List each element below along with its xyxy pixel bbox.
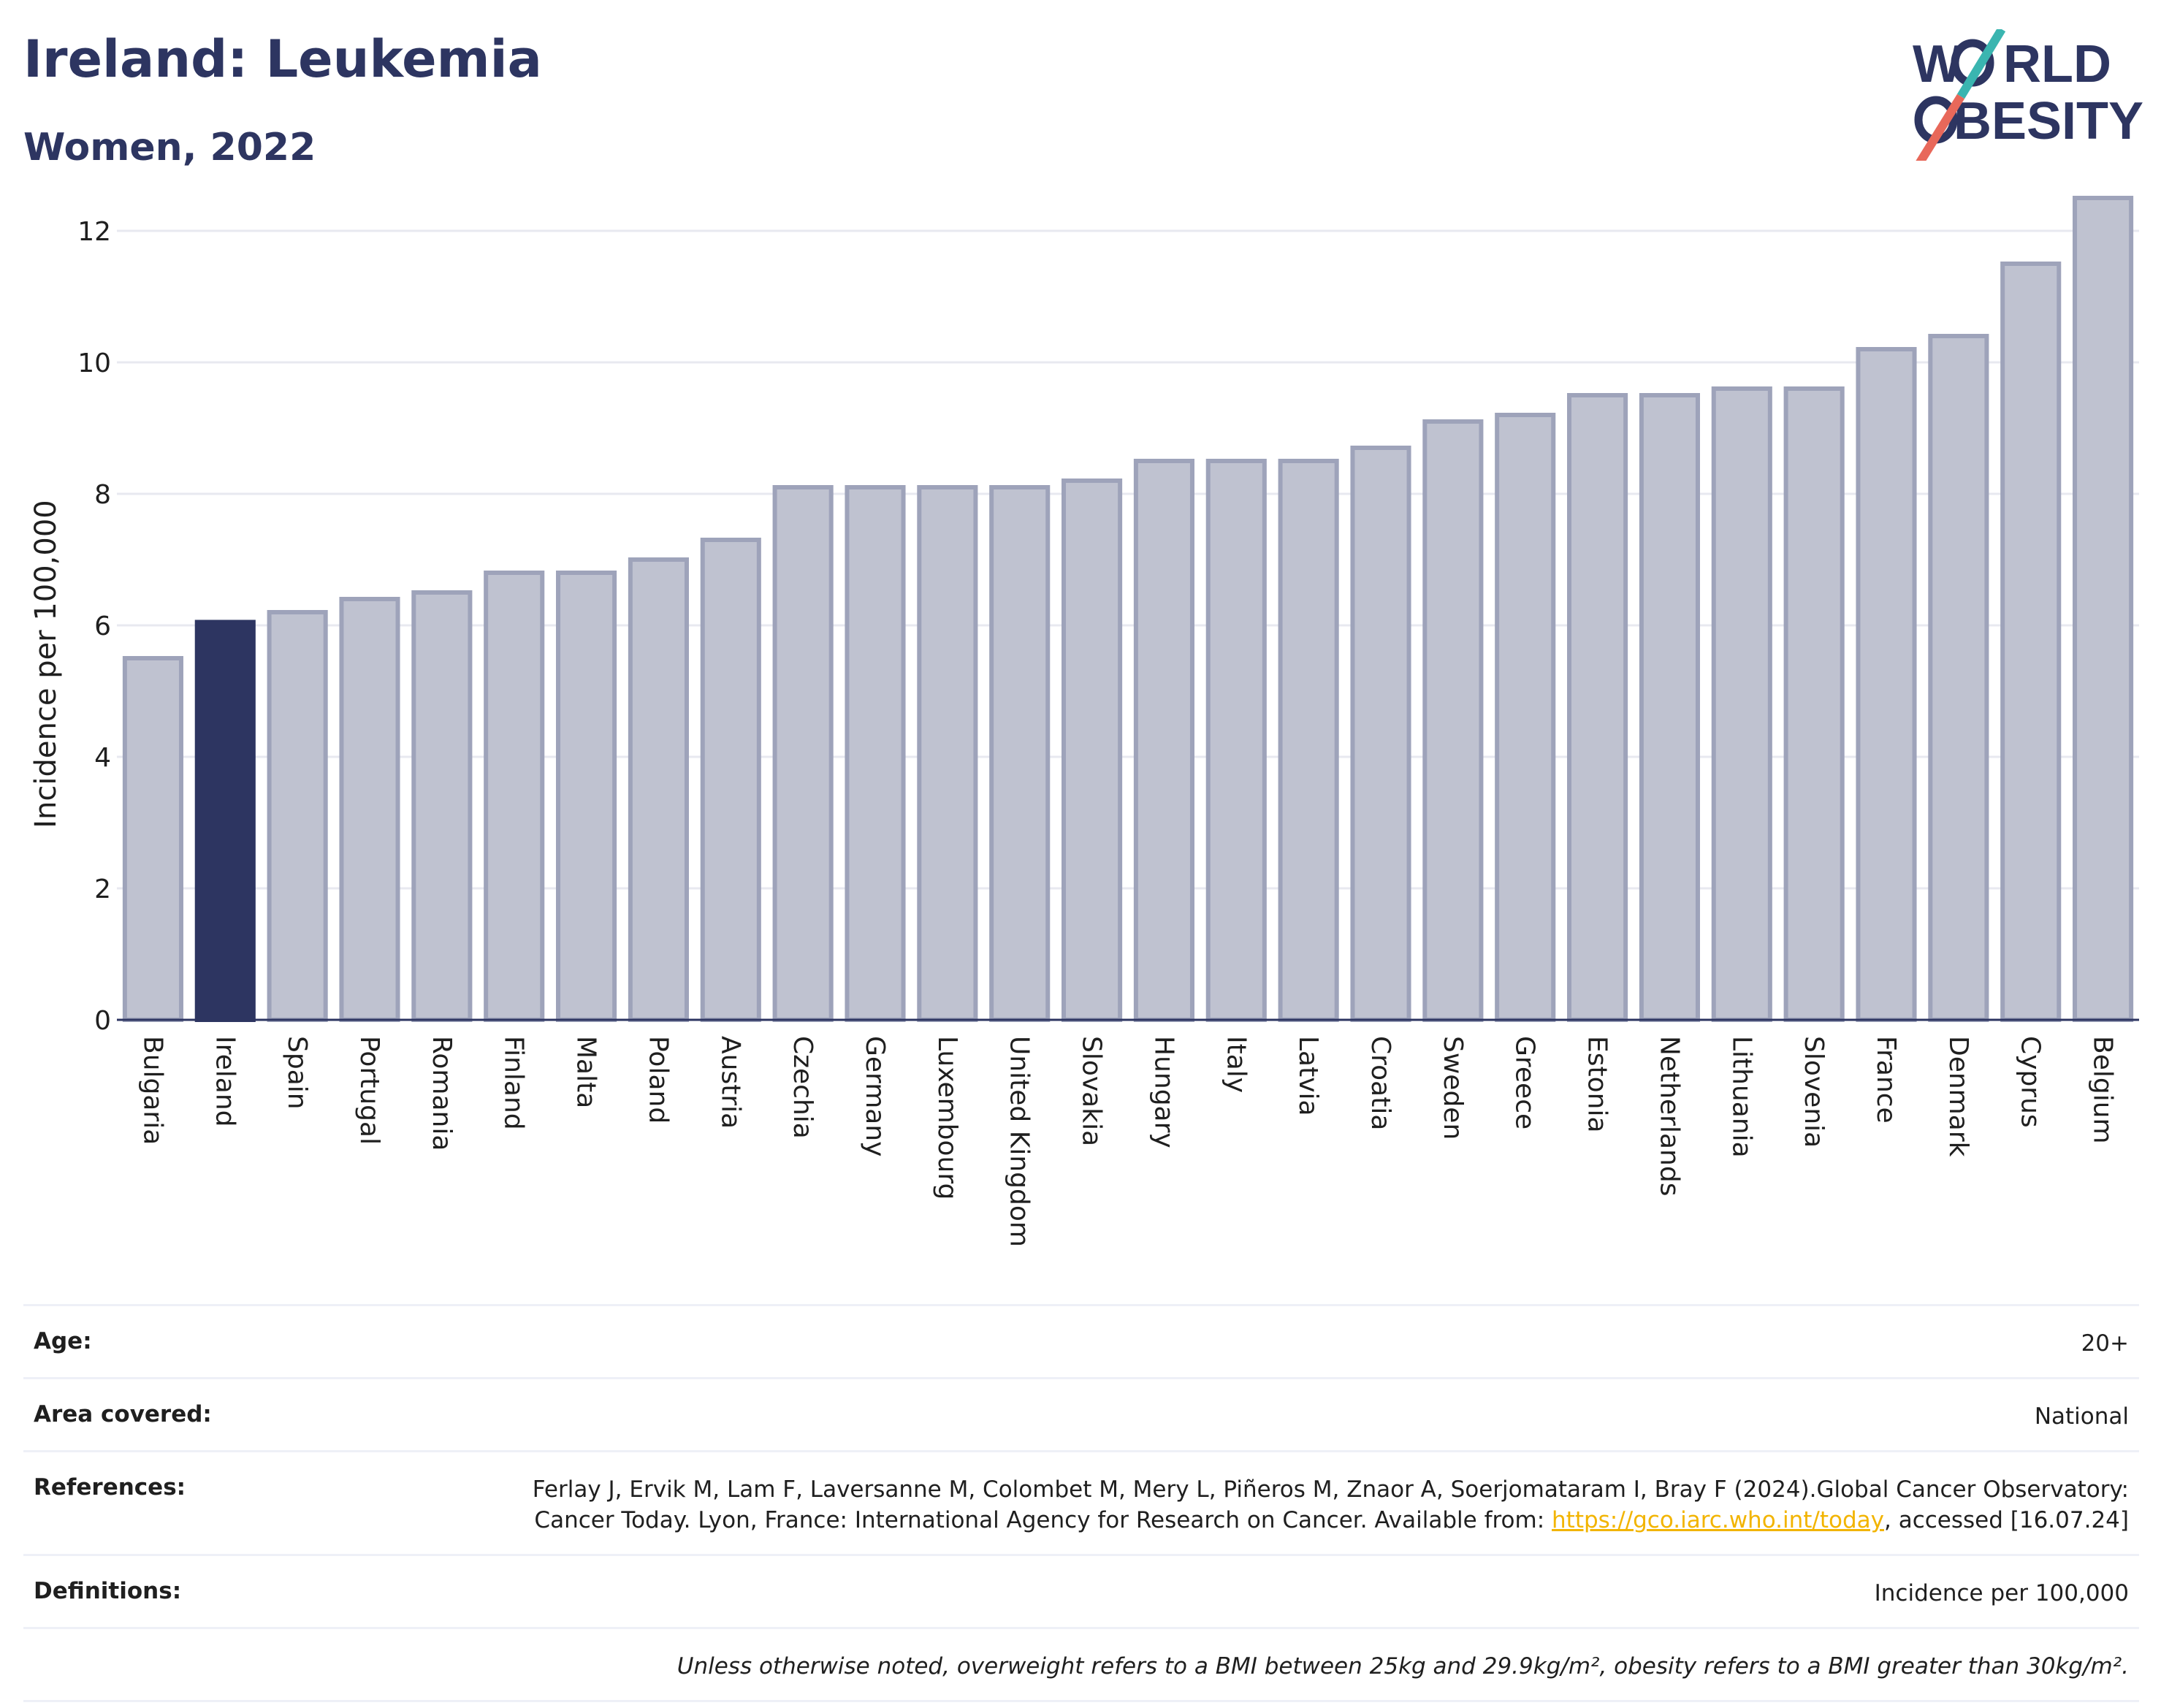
info-row-age: Age: 20+ [23, 1304, 2139, 1379]
bar-slovakia [1062, 479, 1123, 1022]
bar-belgium [2073, 196, 2134, 1022]
bar-bulgaria [122, 656, 183, 1022]
logo-text-rld: RLD [2003, 35, 2111, 94]
info-row-note: Unless otherwise noted, overweight refer… [23, 1629, 2139, 1702]
info-row-area: Area covered: National [23, 1379, 2139, 1452]
info-key-area: Area covered: [34, 1400, 212, 1427]
bar-romania [411, 590, 473, 1022]
info-key-definitions: Definitions: [34, 1578, 182, 1605]
x-tick-label: Estonia [1582, 1036, 1612, 1133]
bar-latvia [1278, 459, 1339, 1022]
y-tick-label: 2 [94, 874, 111, 904]
bar-finland [484, 571, 545, 1022]
y-tick-label: 10 [77, 348, 111, 378]
x-tick-label: Finland [499, 1036, 529, 1130]
x-tick-label: Bulgaria [137, 1036, 167, 1145]
bar-chart: 0 2 4 6 8 10 12 Bulgaria Ireland Spain Portugal Ro… [29, 196, 2139, 1247]
info-val-references: Ferlay J, Ervik M, Lam F, Laversanne M, … [485, 1474, 2129, 1537]
x-tick-label: Poland [643, 1036, 673, 1124]
x-tick-label: Malta [571, 1036, 601, 1108]
bar-germany [845, 485, 906, 1022]
y-tick-label: 6 [94, 611, 111, 641]
bar-estonia [1567, 393, 1628, 1022]
bar-united-kingdom [989, 485, 1051, 1022]
bar-luxembourg [917, 485, 978, 1022]
x-tick-label: Latvia [1293, 1036, 1323, 1116]
x-tick-label: France [1871, 1036, 1901, 1124]
x-tick-label: Ireland [210, 1036, 240, 1127]
x-tick-label: Belgium [2088, 1036, 2118, 1144]
bar-denmark [1928, 334, 1989, 1022]
world-obesity-logo: W RLD BESITY [1913, 29, 2143, 161]
x-tick-label: Croatia [1365, 1036, 1395, 1130]
x-tick-label: Spain [282, 1036, 312, 1110]
x-tick-label: Czechia [788, 1036, 817, 1139]
info-val-age: 20+ [2081, 1330, 2129, 1357]
bar-netherlands [1639, 393, 1700, 1022]
reference-text: Ferlay J, Ervik M, Lam F, Laversanne M, … [532, 1476, 2129, 1534]
x-tick-label: Denmark [1943, 1036, 1973, 1157]
logo-slash-coral [1916, 94, 1965, 161]
info-key-age: Age: [34, 1328, 92, 1354]
x-tick-label: Austria [715, 1036, 745, 1129]
bar-greece [1495, 413, 1556, 1022]
x-tick-label: Hungary [1148, 1036, 1178, 1148]
y-tick-label: 4 [94, 743, 111, 773]
page-title: Ireland: Leukemia [23, 29, 542, 89]
bar-poland [628, 557, 689, 1022]
y-tick-label: 12 [77, 217, 111, 247]
bar-ireland [194, 619, 256, 1022]
x-tick-label: Germany [860, 1036, 890, 1156]
bar-spain [267, 610, 328, 1022]
x-tick-label: Romania [427, 1036, 457, 1151]
x-tick-label: Slovenia [1799, 1036, 1829, 1148]
y-tick-label: 0 [94, 1006, 111, 1036]
x-tick-label: Slovakia [1077, 1036, 1107, 1146]
reference-link[interactable]: https://gco.iarc.who.int/today [1552, 1507, 1884, 1534]
page-subtitle: Women, 2022 [23, 126, 316, 169]
x-tick-label: Sweden [1438, 1036, 1468, 1140]
bar-croatia [1350, 446, 1411, 1022]
bar-lithuania [1711, 386, 1772, 1022]
bar-italy [1205, 459, 1267, 1022]
info-val-definitions: Incidence per 100,000 [1874, 1580, 2129, 1607]
info-table: Age: 20+ Area covered: National Referenc… [23, 1304, 2139, 1702]
x-tick-label: Cyprus [2016, 1036, 2046, 1128]
x-tick-label: Lithuania [1726, 1036, 1756, 1158]
x-tick-label: United Kingdom [1005, 1036, 1034, 1247]
bar-sweden [1422, 419, 1484, 1022]
bar-hungary [1133, 459, 1194, 1022]
bmi-note: Unless otherwise noted, overweight refer… [676, 1652, 2129, 1680]
y-tick-label: 8 [94, 480, 111, 510]
bar-czechia [772, 485, 834, 1022]
logo-text-besity: BESITY [1954, 92, 2143, 150]
x-tick-label: Italy [1221, 1036, 1251, 1093]
x-tick-labels: Bulgaria Ireland Spain Portugal Romania Finla… [137, 1036, 2117, 1247]
bar-portugal [339, 597, 400, 1022]
info-row-references: References: Ferlay J, Ervik M, Lam F, La… [23, 1452, 2139, 1557]
logo-slash-teal [1956, 29, 2006, 99]
info-val-area: National [2034, 1403, 2129, 1430]
y-tick-labels: 0 2 4 6 8 10 12 [77, 217, 111, 1036]
info-row-definitions: Definitions: Incidence per 100,000 [23, 1556, 2139, 1629]
x-tick-label: Netherlands [1654, 1036, 1684, 1196]
bar-slovenia [1783, 386, 1845, 1022]
y-axis-title: Incidence per 100,000 [29, 500, 63, 828]
bar-austria [700, 538, 761, 1022]
svg-text:BESITY: BESITY [1954, 92, 2143, 150]
info-key-references: References: [34, 1473, 186, 1501]
reference-accessed: , accessed [16.07.24] [1883, 1507, 2129, 1534]
x-tick-label: Greece [1510, 1036, 1540, 1129]
bar-malta [556, 571, 617, 1022]
bar-cyprus [2000, 262, 2062, 1022]
x-tick-label: Luxembourg [932, 1036, 962, 1200]
bars [122, 196, 2134, 1022]
x-tick-label: Portugal [354, 1036, 384, 1145]
bar-france [1856, 347, 1917, 1022]
